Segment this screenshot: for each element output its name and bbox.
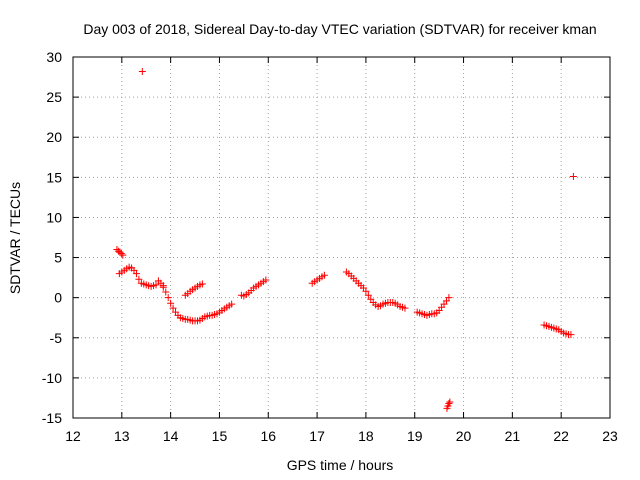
data-point — [119, 251, 127, 259]
data-point — [262, 276, 270, 284]
y-tick-label: 30 — [46, 49, 62, 65]
data-point — [135, 275, 143, 283]
grid-lines — [73, 57, 610, 418]
data-point — [446, 398, 454, 406]
series-segment-seg-c — [159, 283, 236, 325]
data-point — [152, 281, 160, 289]
chart-title: Day 003 of 2018, Sidereal Day-to-day VTE… — [83, 21, 596, 37]
y-tick-label: 20 — [46, 129, 62, 145]
series-segment-seg-i — [443, 398, 454, 412]
y-tick-label: 5 — [54, 250, 62, 266]
series-segment-seg-j — [540, 321, 575, 339]
series-segment-seg-g — [342, 268, 409, 312]
data-point — [162, 288, 170, 296]
y-tick-label: 25 — [46, 89, 62, 105]
data-points — [113, 67, 577, 412]
x-tick-label: 13 — [114, 428, 130, 444]
data-point — [445, 400, 453, 408]
x-tick-label: 19 — [407, 428, 423, 444]
data-point — [117, 250, 125, 258]
x-tick-label: 17 — [309, 428, 325, 444]
data-point — [445, 294, 453, 302]
plot-frame — [72, 56, 611, 419]
series-segment-seg-e — [237, 276, 270, 300]
data-point — [401, 304, 409, 312]
axis-ticks — [72, 56, 611, 419]
data-point — [362, 287, 370, 295]
x-tick-label: 16 — [260, 428, 276, 444]
x-tick-label: 21 — [505, 428, 521, 444]
x-tick-label: 22 — [553, 428, 569, 444]
series-segment-outlier-1 — [138, 67, 146, 75]
y-tick-label: 15 — [46, 169, 62, 185]
data-point — [116, 248, 124, 256]
data-point — [228, 300, 236, 308]
y-tick-label: -15 — [42, 410, 62, 426]
x-axis-title: GPS time / hours — [287, 457, 394, 473]
x-tick-label: 20 — [456, 428, 472, 444]
y-axis-title: SDTVAR / TECUs — [7, 182, 23, 294]
y-tick-label: -5 — [50, 330, 63, 346]
y-tick-labels: -15 -10 -5 0 5 10 15 20 25 30 — [42, 49, 62, 426]
x-tick-label: 18 — [358, 428, 374, 444]
y-tick-label: 0 — [54, 290, 62, 306]
data-point — [167, 299, 175, 307]
y-tick-label: -10 — [42, 370, 62, 386]
data-point — [159, 283, 167, 291]
data-point — [198, 280, 206, 288]
x-tick-label: 12 — [65, 428, 81, 444]
x-tick-labels: 12 13 14 15 16 17 18 19 20 21 22 23 — [65, 428, 618, 444]
series-segment-seg-h — [413, 294, 453, 319]
series-segment-seg-d — [181, 280, 206, 299]
series-segment-seg-b — [115, 263, 167, 290]
series-segment-seg-f — [308, 271, 328, 287]
data-point — [364, 291, 372, 299]
data-point — [169, 304, 177, 312]
x-tick-label: 23 — [602, 428, 618, 444]
x-tick-label: 14 — [163, 428, 179, 444]
data-point — [569, 173, 577, 181]
data-point — [164, 294, 172, 302]
x-tick-label: 15 — [212, 428, 228, 444]
series-segment-outlier-2 — [569, 173, 577, 181]
series-segment-seg-a — [113, 246, 127, 259]
data-point — [320, 271, 328, 279]
y-tick-label: 10 — [46, 209, 62, 225]
data-point — [132, 270, 140, 278]
data-point — [567, 331, 575, 339]
data-point — [138, 67, 146, 75]
